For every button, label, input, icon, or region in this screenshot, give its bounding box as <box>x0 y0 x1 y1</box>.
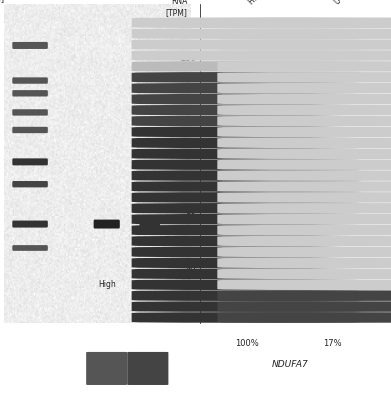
Text: High: High <box>98 280 116 289</box>
FancyBboxPatch shape <box>132 203 362 214</box>
FancyBboxPatch shape <box>217 301 391 312</box>
Text: HEK 293: HEK 293 <box>247 0 276 7</box>
FancyBboxPatch shape <box>132 18 362 28</box>
FancyBboxPatch shape <box>93 220 120 228</box>
FancyBboxPatch shape <box>13 220 48 228</box>
FancyBboxPatch shape <box>13 90 48 96</box>
FancyBboxPatch shape <box>132 290 362 301</box>
FancyBboxPatch shape <box>217 181 391 192</box>
FancyBboxPatch shape <box>132 83 362 94</box>
FancyBboxPatch shape <box>217 170 391 181</box>
Text: 100%: 100% <box>235 339 259 348</box>
FancyBboxPatch shape <box>132 268 362 279</box>
FancyBboxPatch shape <box>217 50 391 61</box>
FancyBboxPatch shape <box>217 290 391 301</box>
FancyBboxPatch shape <box>132 181 362 192</box>
FancyBboxPatch shape <box>217 148 391 159</box>
Text: Low: Low <box>142 280 157 289</box>
FancyBboxPatch shape <box>13 245 48 251</box>
FancyBboxPatch shape <box>132 116 362 126</box>
Text: U-2 OS: U-2 OS <box>333 0 357 7</box>
FancyBboxPatch shape <box>217 39 391 50</box>
FancyBboxPatch shape <box>132 247 362 257</box>
FancyBboxPatch shape <box>13 127 48 133</box>
FancyBboxPatch shape <box>132 192 362 203</box>
FancyBboxPatch shape <box>132 159 362 170</box>
FancyBboxPatch shape <box>217 61 391 72</box>
FancyBboxPatch shape <box>217 18 391 28</box>
FancyBboxPatch shape <box>132 50 362 61</box>
FancyBboxPatch shape <box>132 258 362 268</box>
FancyBboxPatch shape <box>217 203 391 214</box>
FancyBboxPatch shape <box>132 72 362 82</box>
FancyBboxPatch shape <box>217 268 391 279</box>
FancyBboxPatch shape <box>217 83 391 94</box>
Text: NDUFA7: NDUFA7 <box>271 360 308 369</box>
FancyBboxPatch shape <box>132 214 362 224</box>
FancyBboxPatch shape <box>132 170 362 181</box>
FancyBboxPatch shape <box>140 220 160 228</box>
FancyBboxPatch shape <box>217 116 391 126</box>
FancyBboxPatch shape <box>217 247 391 257</box>
FancyBboxPatch shape <box>217 72 391 82</box>
FancyBboxPatch shape <box>217 159 391 170</box>
FancyBboxPatch shape <box>217 192 391 203</box>
FancyBboxPatch shape <box>13 158 48 165</box>
FancyBboxPatch shape <box>132 39 362 50</box>
FancyBboxPatch shape <box>217 236 391 246</box>
FancyBboxPatch shape <box>217 94 391 104</box>
FancyBboxPatch shape <box>132 312 362 323</box>
FancyBboxPatch shape <box>132 280 362 290</box>
Text: RNA
[TPM]: RNA [TPM] <box>166 0 188 17</box>
FancyBboxPatch shape <box>86 352 127 385</box>
FancyBboxPatch shape <box>132 127 362 137</box>
Text: [kDa]: [kDa] <box>0 0 5 4</box>
FancyBboxPatch shape <box>132 105 362 115</box>
FancyBboxPatch shape <box>132 301 362 312</box>
FancyBboxPatch shape <box>132 94 362 104</box>
FancyBboxPatch shape <box>217 258 391 268</box>
FancyBboxPatch shape <box>132 236 362 246</box>
FancyBboxPatch shape <box>132 138 362 148</box>
FancyBboxPatch shape <box>217 138 391 148</box>
FancyBboxPatch shape <box>217 225 391 236</box>
FancyBboxPatch shape <box>132 148 362 159</box>
FancyBboxPatch shape <box>13 109 48 116</box>
FancyBboxPatch shape <box>217 28 391 39</box>
FancyBboxPatch shape <box>217 127 391 137</box>
FancyBboxPatch shape <box>217 105 391 115</box>
FancyBboxPatch shape <box>132 61 362 72</box>
FancyBboxPatch shape <box>217 280 391 290</box>
FancyBboxPatch shape <box>127 352 169 385</box>
FancyBboxPatch shape <box>13 42 48 49</box>
FancyBboxPatch shape <box>217 214 391 224</box>
FancyBboxPatch shape <box>13 181 48 187</box>
FancyBboxPatch shape <box>217 312 391 323</box>
FancyBboxPatch shape <box>13 77 48 84</box>
Text: 17%: 17% <box>323 339 342 348</box>
FancyBboxPatch shape <box>132 225 362 236</box>
FancyBboxPatch shape <box>132 28 362 39</box>
